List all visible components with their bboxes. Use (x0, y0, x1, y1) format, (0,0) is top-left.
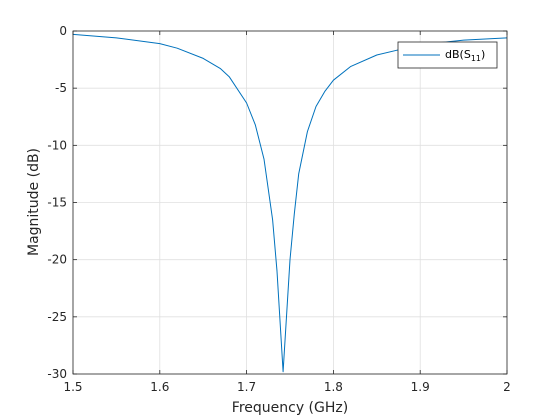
y-tick-label: -30 (47, 367, 67, 381)
ticks (72, 30, 508, 375)
y-tick-label: -10 (47, 138, 67, 152)
series-line-s11 (72, 33, 508, 373)
x-tick-label: 2 (503, 380, 511, 394)
x-tick-label: 1.9 (411, 380, 430, 394)
x-tick-label: 1.6 (150, 380, 169, 394)
legend-label-main: dB(S (445, 48, 471, 61)
y-tick-label: -25 (47, 310, 67, 324)
legend-label-subscript: 11 (471, 54, 481, 63)
y-axis-label: Magnitude (dB) (26, 148, 42, 256)
legend: dB(S11) (397, 41, 498, 69)
legend-label-close: ) (481, 48, 485, 61)
legend-label: dB(S11) (445, 48, 485, 63)
y-tick-label: -15 (47, 196, 67, 210)
tick-labels: 1.5 1.6 1.7 1.8 1.9 2 0 -5 -10 -15 -20 -25 -30 (47, 24, 510, 394)
y-tick-label: -5 (55, 81, 67, 95)
x-tick-label: 1.7 (237, 380, 256, 394)
y-tick-label: 0 (59, 24, 67, 38)
y-tick-label: -20 (47, 253, 67, 267)
x-axis-label: Frequency (GHz) (232, 400, 348, 416)
series-layer (72, 33, 508, 373)
x-tick-label: 1.5 (63, 380, 82, 394)
x-tick-label: 1.8 (324, 380, 343, 394)
